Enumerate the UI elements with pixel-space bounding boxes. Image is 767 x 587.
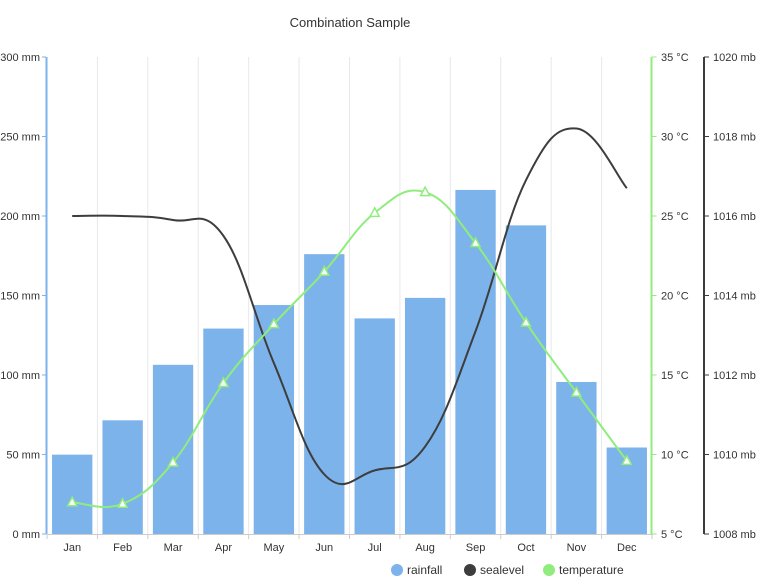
temperature-tick-label: 30 °C	[661, 132, 689, 144]
left-tick-label: 150 mm	[0, 291, 40, 303]
left-tick-label: 0 mm	[13, 529, 41, 541]
rainfall-legend-marker[interactable]	[391, 564, 403, 576]
x-tick-label: May	[263, 542, 284, 554]
x-tick-label: Oct	[517, 542, 534, 554]
temperature-tick-label: 10 °C	[661, 450, 689, 462]
sealevel-tick-label: 1012 mb	[713, 370, 756, 382]
legend[interactable]: rainfall sealevel temperature	[391, 563, 624, 577]
x-tick-label: Aug	[415, 542, 435, 554]
x-tick-label: Sep	[466, 542, 486, 554]
bar-nov[interactable]	[556, 382, 596, 534]
sealevel-tick-label: 1008 mb	[713, 529, 756, 541]
temperature-legend-label[interactable]: temperature	[559, 563, 624, 577]
bar-apr[interactable]	[203, 329, 243, 534]
temperature-tick-label: 35 °C	[661, 52, 689, 64]
sealevel-tick-label: 1014 mb	[713, 291, 756, 303]
chart-title: Combination Sample	[290, 15, 411, 30]
bar-mar[interactable]	[153, 365, 193, 534]
bar-feb[interactable]	[102, 420, 142, 534]
x-tick-label: Dec	[617, 542, 637, 554]
temperature-tick-label: 25 °C	[661, 211, 689, 223]
sealevel-tick-label: 1010 mb	[713, 450, 756, 462]
x-tick-label: Nov	[567, 542, 587, 554]
left-tick-label: 100 mm	[0, 370, 40, 382]
x-tick-label: Mar	[164, 542, 183, 554]
bar-jan[interactable]	[52, 455, 92, 534]
left-tick-label: 50 mm	[6, 450, 40, 462]
temperature-tick-label: 20 °C	[661, 291, 689, 303]
x-tick-label: Apr	[215, 542, 232, 554]
sealevel-tick-label: 1020 mb	[713, 52, 756, 64]
rainfall-legend-label[interactable]: rainfall	[407, 563, 442, 577]
x-tick-label: Jan	[63, 542, 81, 554]
x-tick-label: Jun	[315, 542, 333, 554]
x-tick-label: Feb	[113, 542, 132, 554]
left-tick-label: 300 mm	[0, 52, 40, 64]
sealevel-legend-marker[interactable]	[464, 564, 476, 576]
bar-jun[interactable]	[304, 254, 344, 534]
temperature-legend-marker[interactable]	[543, 564, 555, 576]
sealevel-tick-label: 1016 mb	[713, 211, 756, 223]
sealevel-legend-label[interactable]: sealevel	[480, 563, 524, 577]
bar-oct[interactable]	[506, 225, 546, 534]
bar-aug[interactable]	[405, 298, 445, 534]
left-tick-label: 250 mm	[0, 132, 40, 144]
temperature-tick-label: 15 °C	[661, 370, 689, 382]
left-tick-label: 200 mm	[0, 211, 40, 223]
sealevel-tick-label: 1018 mb	[713, 132, 756, 144]
bar-jul[interactable]	[355, 318, 395, 534]
x-tick-label: Jul	[368, 542, 382, 554]
temperature-tick-label: 5 °C	[661, 529, 683, 541]
